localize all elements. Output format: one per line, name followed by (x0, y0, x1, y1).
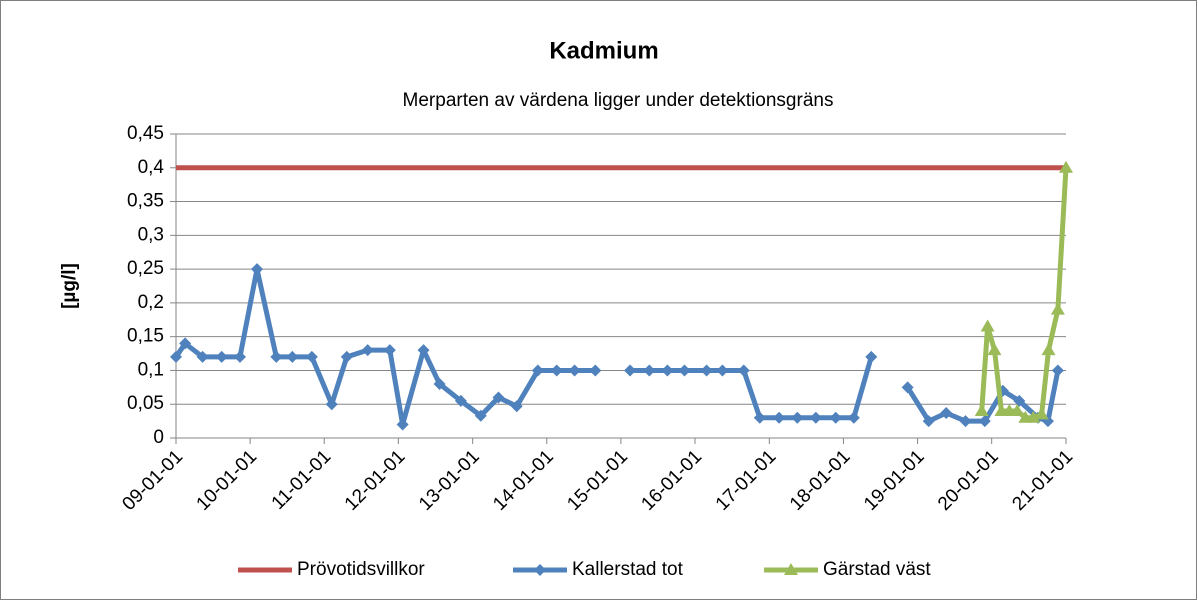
data-point (940, 407, 953, 420)
data-point (251, 263, 264, 276)
data-point (550, 364, 563, 377)
data-point (1059, 160, 1073, 173)
data-point (901, 381, 914, 394)
data-point (396, 418, 409, 431)
data-point (1026, 410, 1041, 423)
data-point (568, 364, 581, 377)
data-point (791, 411, 804, 424)
y-tick-label: 0,3 (138, 224, 164, 245)
data-point (417, 344, 430, 357)
legend-marker (534, 564, 546, 576)
y-tick-label: 0,45 (127, 123, 164, 144)
data-point (179, 337, 192, 350)
data-point (1050, 302, 1065, 315)
y-tick-label: 0,4 (138, 157, 165, 178)
chart-title: Kadmium (549, 37, 658, 64)
data-point (340, 350, 353, 363)
y-tick-label: 0 (153, 427, 164, 448)
legend-marker (784, 563, 798, 575)
y-tick-label: 0,1 (138, 359, 164, 380)
data-point (196, 350, 209, 363)
y-tick-label: 0,25 (127, 258, 164, 279)
y-axis-label: [µg/l] (59, 263, 80, 309)
y-tick-label: 0,35 (127, 191, 164, 212)
data-point (737, 364, 750, 377)
data-point (305, 350, 318, 363)
data-point (589, 364, 602, 377)
data-point (809, 411, 822, 424)
legend-label: Kallerstad tot (572, 559, 684, 580)
data-point (978, 415, 991, 428)
data-point (474, 409, 487, 422)
data-point (1034, 407, 1049, 420)
data-point (383, 344, 396, 357)
legend-label: Prövotidsvillkor (297, 559, 425, 580)
chart-subtitle: Merparten av värdena ligger under detekt… (403, 90, 834, 111)
data-point (829, 411, 842, 424)
y-tick-label: 0,15 (127, 326, 164, 347)
data-point (454, 394, 467, 407)
legend-label: Gärstad väst (823, 559, 931, 580)
data-point (678, 364, 691, 377)
data-point (170, 350, 182, 363)
data-point (1041, 343, 1056, 356)
data-point (270, 350, 283, 363)
data-point (753, 411, 766, 424)
y-tick-label: 0,05 (127, 393, 164, 414)
data-point (1010, 403, 1025, 416)
data-point (1013, 394, 1026, 407)
data-point (716, 364, 729, 377)
data-point (987, 343, 1002, 356)
data-point (643, 364, 656, 377)
data-point (531, 364, 544, 377)
data-point (433, 377, 446, 390)
data-point (980, 319, 995, 332)
data-point (1051, 364, 1064, 377)
data-point (922, 415, 935, 428)
y-tick-label: 0,2 (138, 292, 164, 313)
data-point (700, 364, 713, 377)
data-point (492, 391, 505, 404)
data-point (510, 400, 523, 413)
data-point (215, 350, 228, 363)
data-point (286, 350, 299, 363)
data-point (773, 411, 786, 424)
data-point (847, 411, 860, 424)
data-point (325, 398, 338, 411)
data-point (361, 344, 374, 357)
data-point (661, 364, 674, 377)
data-point (624, 364, 637, 377)
data-point (974, 403, 989, 416)
data-point (865, 350, 878, 363)
data-point (233, 350, 246, 363)
data-point (959, 415, 972, 428)
